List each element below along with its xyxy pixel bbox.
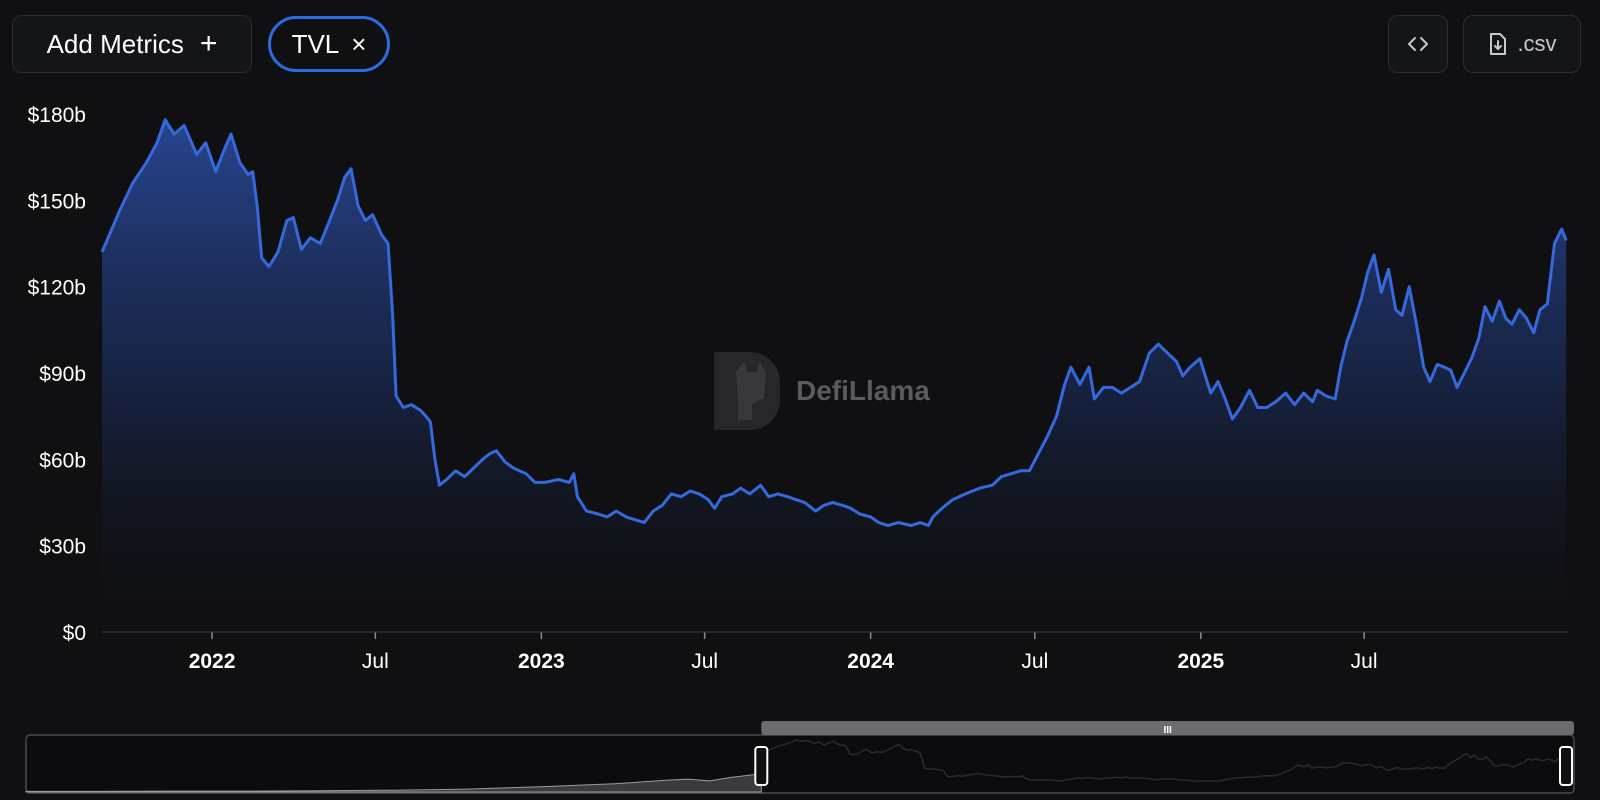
download-csv-button[interactable]: .csv: [1463, 15, 1581, 73]
x-tick-label: 2023: [518, 650, 565, 673]
y-tick-label: $120b: [28, 277, 86, 300]
x-tick-label: Jul: [1351, 650, 1378, 673]
overview-history-area: [25, 773, 762, 793]
tvl-metric-chip[interactable]: TVL ×: [268, 16, 390, 72]
tvl-series-line: [100, 118, 1568, 527]
tvl-chip-label: TVL: [291, 28, 340, 59]
overview-left-handle[interactable]: [754, 746, 769, 786]
overview-grip[interactable]: III: [1163, 725, 1172, 736]
plus-icon: +: [199, 27, 218, 60]
add-metrics-label: Add Metrics: [46, 28, 184, 59]
x-tick-label: 2024: [847, 650, 894, 673]
tvl-area-fill: [102, 119, 1567, 633]
y-tick-label: $150b: [28, 190, 86, 213]
x-tick-label: Jul: [1021, 650, 1048, 673]
y-tick-label: $90b: [39, 363, 86, 386]
overview-selection-bar[interactable]: [761, 721, 1574, 735]
x-tick-label: Jul: [691, 650, 718, 673]
overview-track: [25, 734, 1575, 794]
file-download-icon: [1490, 33, 1507, 55]
y-tick-label: $180b: [28, 104, 86, 127]
x-tick-label: Jul: [362, 650, 389, 673]
close-icon[interactable]: ×: [351, 29, 367, 59]
add-metrics-button[interactable]: Add Metrics +: [12, 15, 252, 73]
csv-label: .csv: [1517, 31, 1557, 56]
overview-selected-line: [761, 738, 1574, 782]
x-tick-label: 2022: [189, 650, 236, 673]
y-tick-label: $30b: [39, 536, 86, 559]
y-tick-label: $0: [63, 622, 86, 645]
defillama-watermark-logo: [714, 352, 780, 430]
x-tick-label: 2025: [1177, 650, 1224, 673]
overview-right-handle[interactable]: [1559, 746, 1573, 786]
time-range-overview[interactable]: III: [25, 721, 1575, 794]
code-icon: [1408, 37, 1428, 51]
y-tick-label: $60b: [39, 449, 86, 472]
embed-code-button[interactable]: [1388, 15, 1448, 73]
watermark-text: DefiLlama: [796, 375, 930, 406]
